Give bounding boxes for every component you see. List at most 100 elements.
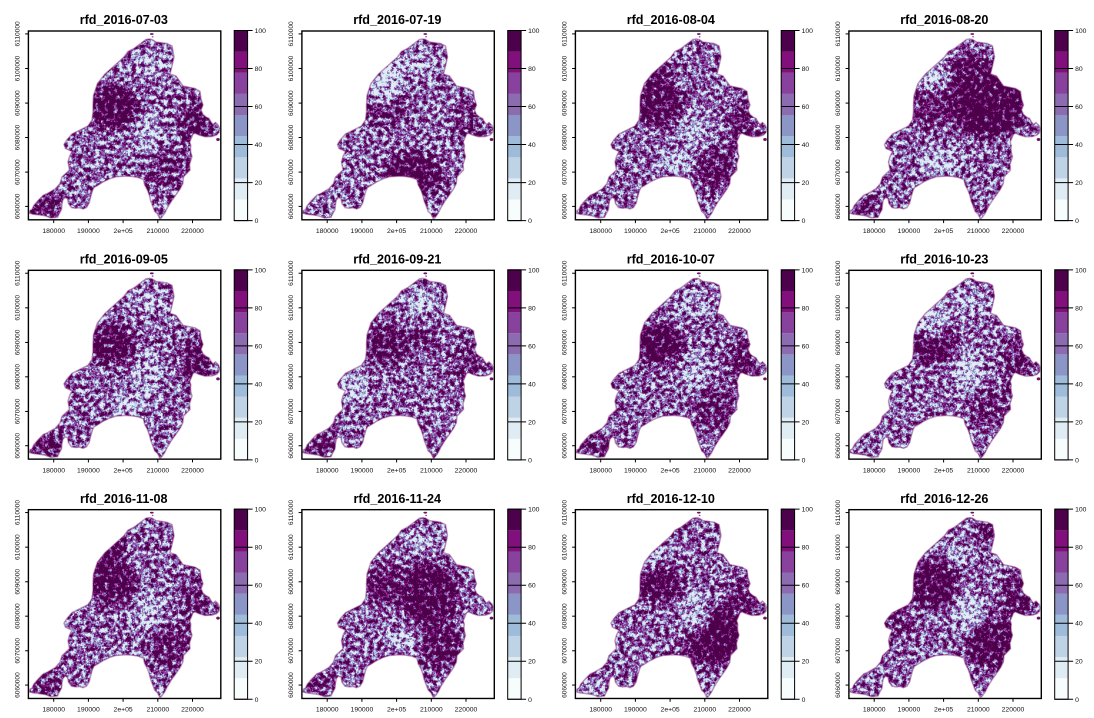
svg-text:220000: 220000 (455, 467, 478, 474)
svg-text:6080000: 6080000 (15, 364, 22, 390)
svg-text:rfd_2016-11-08: rfd_2016-11-08 (80, 492, 168, 506)
svg-text:80: 80 (528, 66, 536, 73)
svg-text:6080000: 6080000 (562, 124, 569, 150)
svg-text:2e+05: 2e+05 (387, 467, 406, 474)
svg-text:0: 0 (1075, 697, 1079, 704)
svg-text:6100000: 6100000 (835, 534, 842, 560)
svg-text:80: 80 (1075, 305, 1083, 312)
svg-text:60: 60 (528, 343, 536, 350)
svg-text:6100000: 6100000 (562, 534, 569, 560)
svg-text:210000: 210000 (420, 467, 443, 474)
svg-text:6090000: 6090000 (288, 329, 295, 355)
svg-text:6080000: 6080000 (15, 603, 22, 629)
svg-text:6060000: 6060000 (562, 193, 569, 219)
svg-text:6090000: 6090000 (835, 90, 842, 116)
svg-text:2e+05: 2e+05 (934, 228, 953, 235)
svg-text:2e+05: 2e+05 (934, 707, 953, 714)
svg-text:180000: 180000 (589, 467, 612, 474)
svg-text:6110000: 6110000 (15, 500, 22, 526)
svg-text:220000: 220000 (728, 228, 751, 235)
svg-text:2e+05: 2e+05 (114, 707, 133, 714)
svg-text:6060000: 6060000 (835, 672, 842, 698)
svg-text:190000: 190000 (351, 707, 374, 714)
svg-text:40: 40 (1075, 381, 1083, 388)
svg-text:190000: 190000 (351, 467, 374, 474)
svg-text:190000: 190000 (77, 228, 100, 235)
svg-text:210000: 210000 (693, 707, 716, 714)
svg-text:190000: 190000 (77, 707, 100, 714)
svg-text:6060000: 6060000 (288, 672, 295, 698)
svg-text:180000: 180000 (316, 707, 339, 714)
svg-text:6110000: 6110000 (562, 260, 569, 286)
svg-text:6110000: 6110000 (562, 500, 569, 526)
svg-text:100: 100 (255, 267, 267, 274)
svg-text:6090000: 6090000 (15, 329, 22, 355)
svg-text:40: 40 (802, 381, 810, 388)
svg-text:6100000: 6100000 (835, 55, 842, 81)
svg-text:210000: 210000 (146, 228, 169, 235)
svg-text:6070000: 6070000 (835, 638, 842, 664)
svg-text:60: 60 (802, 583, 810, 590)
svg-text:210000: 210000 (420, 228, 443, 235)
svg-text:40: 40 (528, 381, 536, 388)
svg-text:210000: 210000 (146, 467, 169, 474)
svg-text:40: 40 (1075, 621, 1083, 628)
svg-text:190000: 190000 (624, 228, 647, 235)
svg-text:60: 60 (255, 104, 263, 111)
svg-text:2e+05: 2e+05 (661, 467, 680, 474)
svg-text:rfd_2016-07-19: rfd_2016-07-19 (353, 13, 441, 27)
svg-text:20: 20 (1075, 659, 1083, 666)
svg-text:6100000: 6100000 (288, 295, 295, 321)
svg-text:220000: 220000 (181, 467, 204, 474)
svg-text:190000: 190000 (624, 467, 647, 474)
svg-text:0: 0 (255, 697, 259, 704)
svg-text:100: 100 (802, 267, 814, 274)
svg-text:6080000: 6080000 (835, 124, 842, 150)
svg-text:40: 40 (802, 142, 810, 149)
svg-text:6080000: 6080000 (15, 124, 22, 150)
svg-text:6090000: 6090000 (835, 329, 842, 355)
svg-text:6100000: 6100000 (15, 55, 22, 81)
svg-text:100: 100 (1075, 267, 1087, 274)
svg-text:rfd_2016-09-21: rfd_2016-09-21 (353, 253, 441, 267)
svg-text:6080000: 6080000 (288, 124, 295, 150)
svg-text:6100000: 6100000 (835, 295, 842, 321)
svg-text:2e+05: 2e+05 (114, 228, 133, 235)
svg-text:60: 60 (1075, 583, 1083, 590)
svg-text:6060000: 6060000 (562, 433, 569, 459)
svg-text:0: 0 (802, 457, 806, 464)
svg-text:80: 80 (528, 305, 536, 312)
svg-text:100: 100 (802, 507, 814, 514)
svg-text:6100000: 6100000 (15, 295, 22, 321)
svg-text:6070000: 6070000 (835, 159, 842, 185)
svg-text:100: 100 (255, 28, 267, 35)
svg-text:20: 20 (1075, 419, 1083, 426)
svg-text:60: 60 (255, 343, 263, 350)
svg-text:6070000: 6070000 (835, 398, 842, 424)
svg-text:80: 80 (255, 545, 263, 552)
svg-text:rfd_2016-10-07: rfd_2016-10-07 (627, 253, 715, 267)
svg-text:rfd_2016-07-03: rfd_2016-07-03 (80, 13, 168, 27)
svg-text:100: 100 (528, 267, 540, 274)
svg-text:40: 40 (802, 621, 810, 628)
svg-text:80: 80 (802, 66, 810, 73)
svg-text:0: 0 (255, 218, 259, 225)
svg-text:6060000: 6060000 (835, 433, 842, 459)
svg-text:180000: 180000 (589, 228, 612, 235)
svg-text:20: 20 (1075, 180, 1083, 187)
svg-text:220000: 220000 (1002, 228, 1025, 235)
svg-text:210000: 210000 (420, 707, 443, 714)
svg-text:80: 80 (802, 545, 810, 552)
svg-text:210000: 210000 (967, 467, 990, 474)
svg-text:6060000: 6060000 (288, 193, 295, 219)
svg-text:6090000: 6090000 (15, 90, 22, 116)
svg-text:190000: 190000 (351, 228, 374, 235)
svg-text:100: 100 (255, 507, 267, 514)
svg-text:180000: 180000 (589, 707, 612, 714)
svg-text:180000: 180000 (42, 707, 65, 714)
svg-text:210000: 210000 (693, 228, 716, 235)
svg-text:6110000: 6110000 (288, 260, 295, 286)
svg-text:20: 20 (528, 180, 536, 187)
svg-text:0: 0 (255, 457, 259, 464)
svg-text:220000: 220000 (1002, 467, 1025, 474)
